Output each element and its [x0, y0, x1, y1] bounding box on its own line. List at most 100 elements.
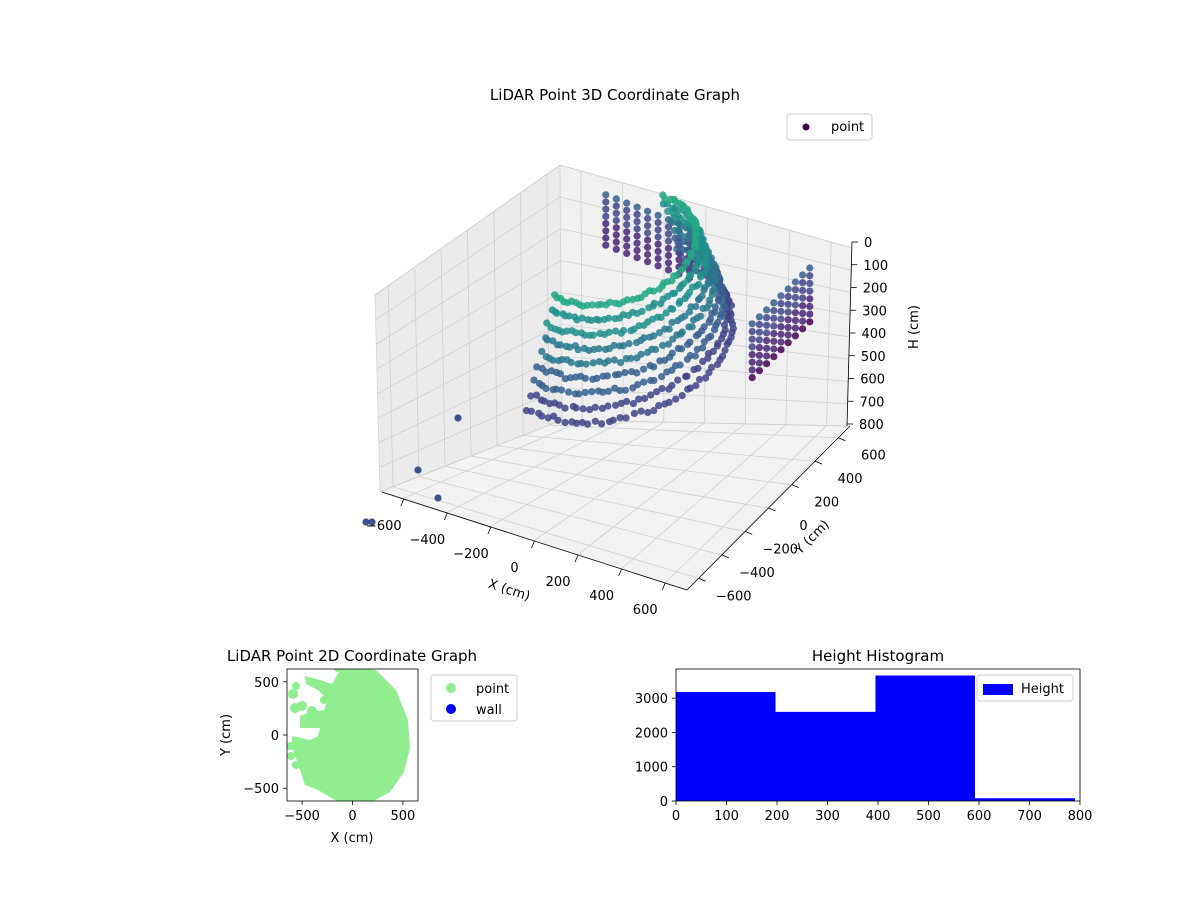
point-3d	[581, 374, 589, 382]
point-3d	[640, 365, 648, 373]
point-3d	[609, 416, 617, 424]
point-3d	[582, 360, 590, 368]
legend-hist: Height	[976, 674, 1074, 702]
legend-3d-label: point	[831, 120, 864, 135]
point-3d	[584, 420, 592, 428]
z-axis-label-3d: H (cm)	[907, 305, 922, 349]
point-blob	[334, 669, 342, 672]
point-3d	[623, 249, 631, 257]
point-3d	[674, 317, 682, 325]
legend-2d-wall-marker	[446, 704, 456, 714]
point-3d	[784, 316, 792, 324]
ticks-2d: −500 0 500 500 0 −500	[243, 676, 415, 824]
legend-3d-marker	[802, 123, 810, 131]
point-3d	[617, 359, 625, 367]
point-3d	[699, 357, 707, 365]
point-3d	[784, 293, 792, 301]
point-3d	[763, 344, 771, 352]
point-3d	[664, 340, 673, 348]
point-3d	[629, 384, 637, 392]
point-3d	[770, 322, 778, 330]
point-3d	[715, 297, 723, 305]
point-3d	[644, 408, 652, 417]
point-3d	[610, 356, 619, 364]
point-3d	[713, 342, 721, 350]
point-3d	[791, 286, 800, 294]
y-tick-mark	[698, 577, 706, 582]
point-3d	[622, 355, 630, 363]
histogram-bar	[676, 691, 776, 801]
point-3d	[572, 419, 581, 427]
point-3d	[623, 199, 631, 207]
point-3d	[777, 292, 785, 300]
point-3d	[612, 401, 620, 409]
point-3d	[637, 407, 645, 415]
z-tick-label: 500	[861, 350, 886, 365]
point-3d	[657, 300, 665, 308]
point-3d	[784, 331, 792, 339]
point-3d	[664, 251, 673, 260]
y-tick-label: −400	[739, 566, 775, 581]
point-3d	[627, 327, 635, 335]
point-3d	[664, 230, 673, 238]
point-3d	[647, 376, 655, 385]
y-tick-label: 200	[814, 496, 839, 511]
x-tick-label-2d: 500	[390, 809, 415, 824]
point-3d	[644, 243, 652, 251]
x-ticks-3d: −600 −400 −200 0 200 400 600	[366, 498, 666, 618]
point-3d	[640, 378, 648, 386]
point-3d	[708, 290, 716, 298]
point-3d	[702, 374, 710, 382]
grid-line	[376, 228, 851, 345]
point-3d	[654, 219, 662, 227]
point-3d	[748, 327, 756, 336]
legend-2d-point-marker	[446, 683, 456, 693]
point-3d	[567, 374, 575, 382]
point-3d	[616, 386, 624, 395]
point-3d	[763, 321, 771, 329]
x-tick-label: −200	[453, 547, 489, 562]
y-tick-mark	[745, 531, 753, 535]
point-3d	[588, 388, 596, 396]
x-tick-label-hist: 800	[1068, 809, 1093, 824]
point-3d	[784, 285, 792, 293]
point-3d	[692, 382, 700, 390]
point-3d	[694, 296, 703, 304]
point-3d	[633, 218, 641, 226]
point-3d	[799, 279, 807, 287]
point-3d	[602, 227, 610, 235]
point-3d	[784, 300, 792, 308]
point-3d	[665, 385, 673, 393]
z-axis-line	[846, 241, 853, 427]
point-3d	[685, 308, 694, 316]
point-3d	[655, 329, 664, 337]
point-3d	[806, 272, 814, 280]
point-region-2d	[292, 669, 410, 801]
point-3d	[770, 307, 778, 315]
y-tick-label-hist: 0	[660, 795, 668, 810]
point-3d	[777, 323, 785, 331]
histogram-bars	[676, 675, 1075, 801]
point-3d	[611, 299, 620, 307]
point-3d	[674, 344, 682, 353]
point-3d	[763, 337, 771, 345]
z-tick-label: 100	[863, 259, 888, 274]
grid-line	[376, 260, 851, 370]
point-3d	[799, 271, 807, 279]
x-tick-mark	[400, 498, 405, 507]
point-3d	[711, 326, 719, 334]
point-3d	[678, 392, 686, 400]
point-3d	[697, 273, 705, 281]
z-tick-label: 600	[860, 373, 885, 388]
point-3d	[799, 317, 807, 325]
y-tick-label: −200	[762, 542, 798, 557]
point-3d	[616, 414, 624, 422]
point-3d	[647, 391, 655, 399]
y-axis-label-2d: Y (cm)	[219, 714, 234, 757]
point-3d	[612, 327, 620, 335]
point-3d	[777, 330, 785, 338]
point-blob	[287, 742, 294, 750]
point-blob	[292, 682, 300, 690]
point-3d	[633, 232, 641, 240]
